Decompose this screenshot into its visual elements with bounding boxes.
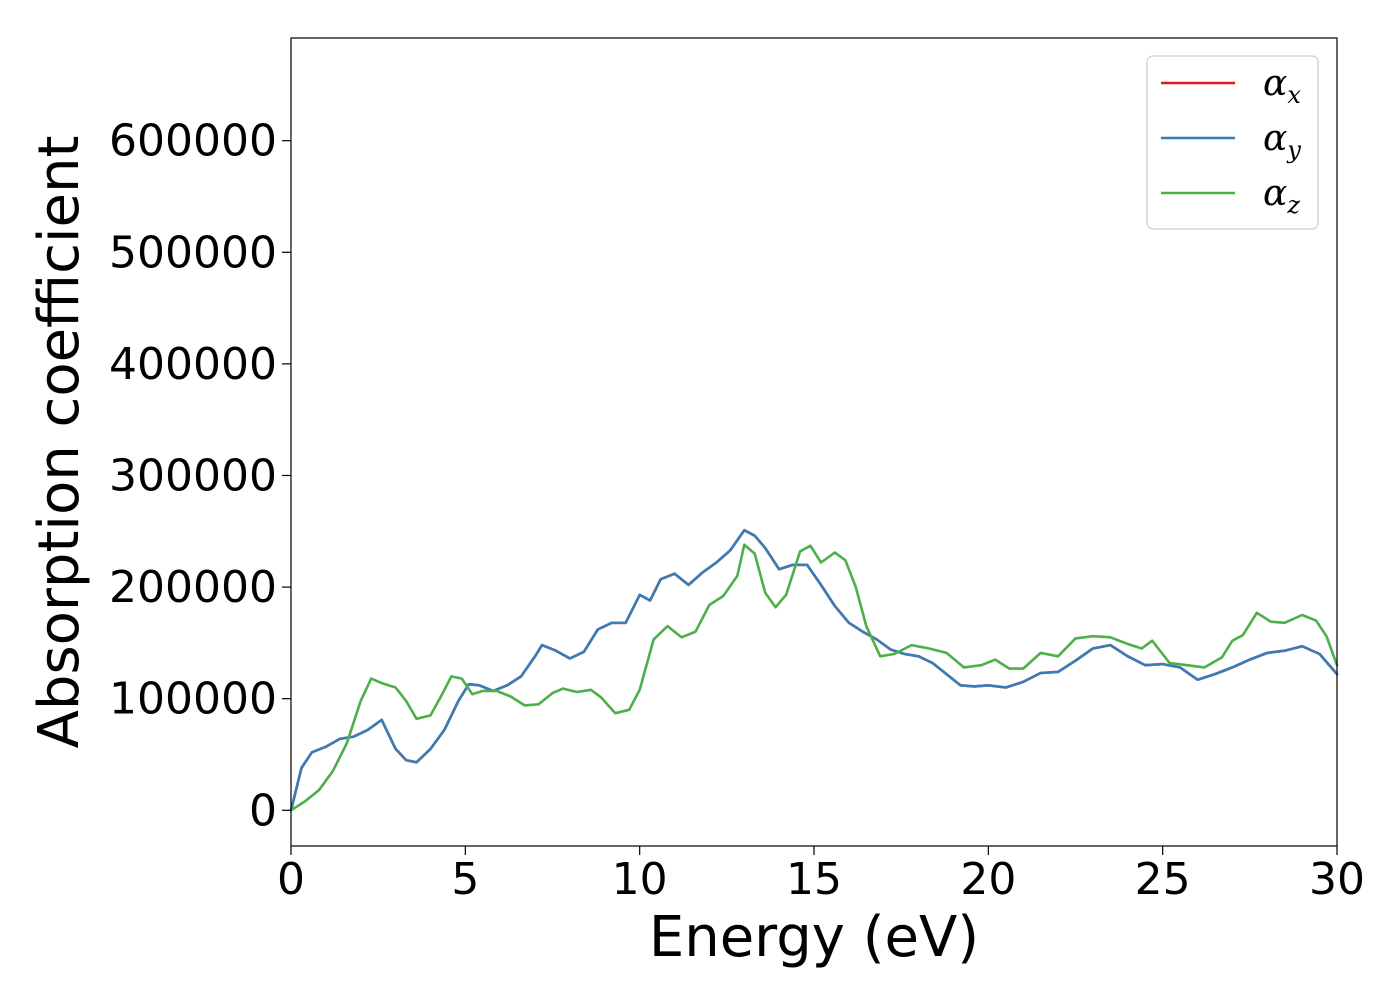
legend-entries: αx αy αz: [1161, 63, 1301, 219]
y-tick-label: 100000: [109, 674, 277, 725]
series-layer: [289, 528, 1339, 812]
series-line-z: [289, 543, 1339, 812]
y-tick-label: 400000: [109, 339, 277, 390]
x-tick-label: 25: [1135, 854, 1191, 905]
legend-label-z: αz: [1263, 173, 1300, 219]
legend-box: [1146, 55, 1319, 230]
x-tick-label: 15: [786, 854, 842, 905]
x-tick-label: 30: [1309, 854, 1365, 905]
y-tick-label: 200000: [109, 562, 277, 613]
y-tick-label: 500000: [109, 227, 277, 278]
y-tick-label: 600000: [109, 116, 277, 167]
x-tick-label: 0: [277, 854, 305, 905]
x-tick-label: 5: [451, 854, 479, 905]
y-axis-label: Absorption coefficient: [27, 136, 92, 749]
legend: αx αy αz: [1146, 55, 1319, 230]
y-ticks: 0 100000 200000 300000 400000 500000 600000: [109, 116, 291, 836]
y-tick-label: 0: [249, 785, 277, 836]
x-axis-label: Energy (eV): [649, 905, 979, 970]
x-ticks: 0 5 10 15 20 25 30: [277, 846, 1365, 905]
y-tick-label: 300000: [109, 450, 277, 501]
legend-label-y: αy: [1263, 118, 1301, 164]
legend-label-x: αx: [1263, 63, 1301, 109]
series-line-y: [289, 528, 1339, 812]
x-tick-label: 10: [612, 854, 668, 905]
x-tick-label: 20: [960, 854, 1016, 905]
